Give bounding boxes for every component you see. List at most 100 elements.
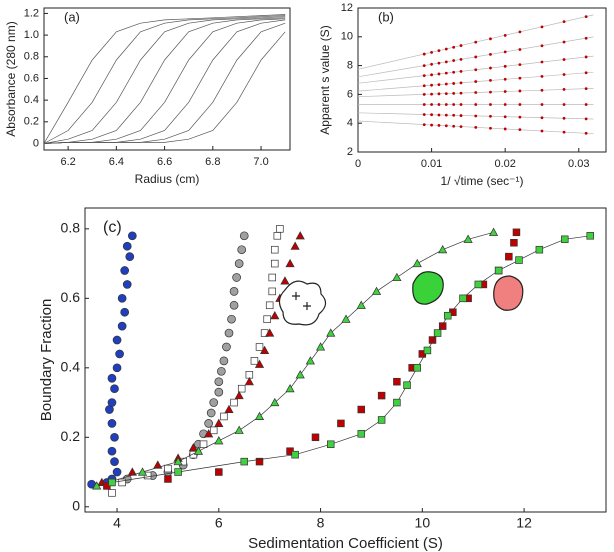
marker [305, 356, 315, 365]
marker [459, 44, 463, 47]
marker [437, 49, 441, 53]
x-tick-label: 0 [355, 158, 361, 170]
marker [503, 127, 507, 131]
marker [164, 475, 172, 483]
marker [255, 457, 264, 466]
marker [515, 256, 523, 264]
marker [430, 123, 433, 127]
marker [112, 467, 122, 477]
marker [584, 71, 588, 75]
marker [438, 322, 447, 330]
marker [489, 126, 492, 130]
marker [489, 52, 492, 56]
marker [459, 81, 463, 85]
marker [459, 294, 467, 303]
marker [268, 273, 276, 282]
marker [562, 58, 566, 61]
protein-icon [493, 275, 524, 311]
marker [437, 123, 441, 127]
marker [110, 457, 119, 466]
marker [311, 433, 320, 442]
marker [377, 416, 386, 424]
marker [459, 91, 463, 95]
marker [489, 114, 492, 118]
y-tick-label: 2 [347, 146, 353, 158]
marker [474, 91, 478, 94]
marker [518, 128, 522, 132]
marker [271, 259, 279, 268]
marker [237, 384, 246, 393]
marker [422, 74, 426, 78]
marker [217, 366, 226, 376]
marker [444, 113, 448, 117]
marker [422, 84, 426, 88]
marker [584, 15, 588, 19]
x-tick-label: 6.4 [109, 156, 124, 168]
marker [474, 40, 478, 44]
marker [153, 460, 163, 469]
marker [188, 443, 198, 452]
marker [518, 103, 522, 106]
marker [474, 80, 478, 83]
marker [452, 70, 456, 74]
marker [459, 125, 463, 129]
y-tick-label: 0.4 [61, 359, 81, 375]
marker [510, 238, 518, 247]
marker [276, 225, 284, 233]
protein-icon [412, 271, 444, 305]
marker [209, 426, 218, 435]
marker [125, 252, 135, 261]
marker [265, 301, 274, 310]
marker [120, 266, 130, 275]
marker [108, 489, 116, 497]
marker [422, 113, 426, 116]
panel-label: (a) [64, 9, 80, 24]
marker [584, 131, 588, 135]
marker [518, 48, 522, 51]
marker [295, 370, 305, 379]
marker [107, 398, 117, 407]
marker [214, 387, 224, 397]
marker [584, 55, 588, 59]
marker [430, 73, 433, 77]
marker [117, 321, 127, 331]
x-tick-label: 10 [415, 515, 431, 531]
marker [193, 446, 204, 455]
marker [174, 468, 182, 476]
x-tick-label: 4 [113, 515, 121, 531]
marker [285, 383, 295, 393]
x-tick-label: 0.03 [568, 158, 589, 170]
marker [270, 397, 280, 407]
marker [540, 129, 544, 133]
marker [540, 25, 544, 29]
marker [540, 44, 544, 48]
marker [444, 103, 448, 106]
marker [584, 103, 588, 106]
marker [209, 398, 219, 407]
marker [122, 241, 132, 251]
marker [117, 293, 127, 303]
marker [237, 245, 247, 255]
marker [444, 92, 448, 96]
marker [518, 30, 522, 34]
marker [112, 363, 122, 373]
marker [562, 130, 566, 134]
marker [437, 61, 441, 65]
plot-frame [43, 7, 291, 151]
marker [584, 117, 588, 121]
marker [214, 418, 224, 427]
marker [337, 419, 345, 428]
y-tick-label: 10 [341, 31, 353, 43]
y-tick-label: 0.6 [24, 72, 39, 84]
marker [240, 457, 249, 466]
marker [234, 425, 244, 434]
x-axis-label: Sedimentation Coefficient (S) [248, 535, 443, 552]
marker [474, 280, 483, 289]
marker [518, 76, 522, 80]
marker [428, 336, 437, 344]
x-tick-label: 6.6 [157, 156, 172, 168]
marker [452, 82, 456, 85]
protein-icon [278, 280, 327, 326]
connecting-line [111, 235, 591, 483]
marker [92, 481, 102, 490]
